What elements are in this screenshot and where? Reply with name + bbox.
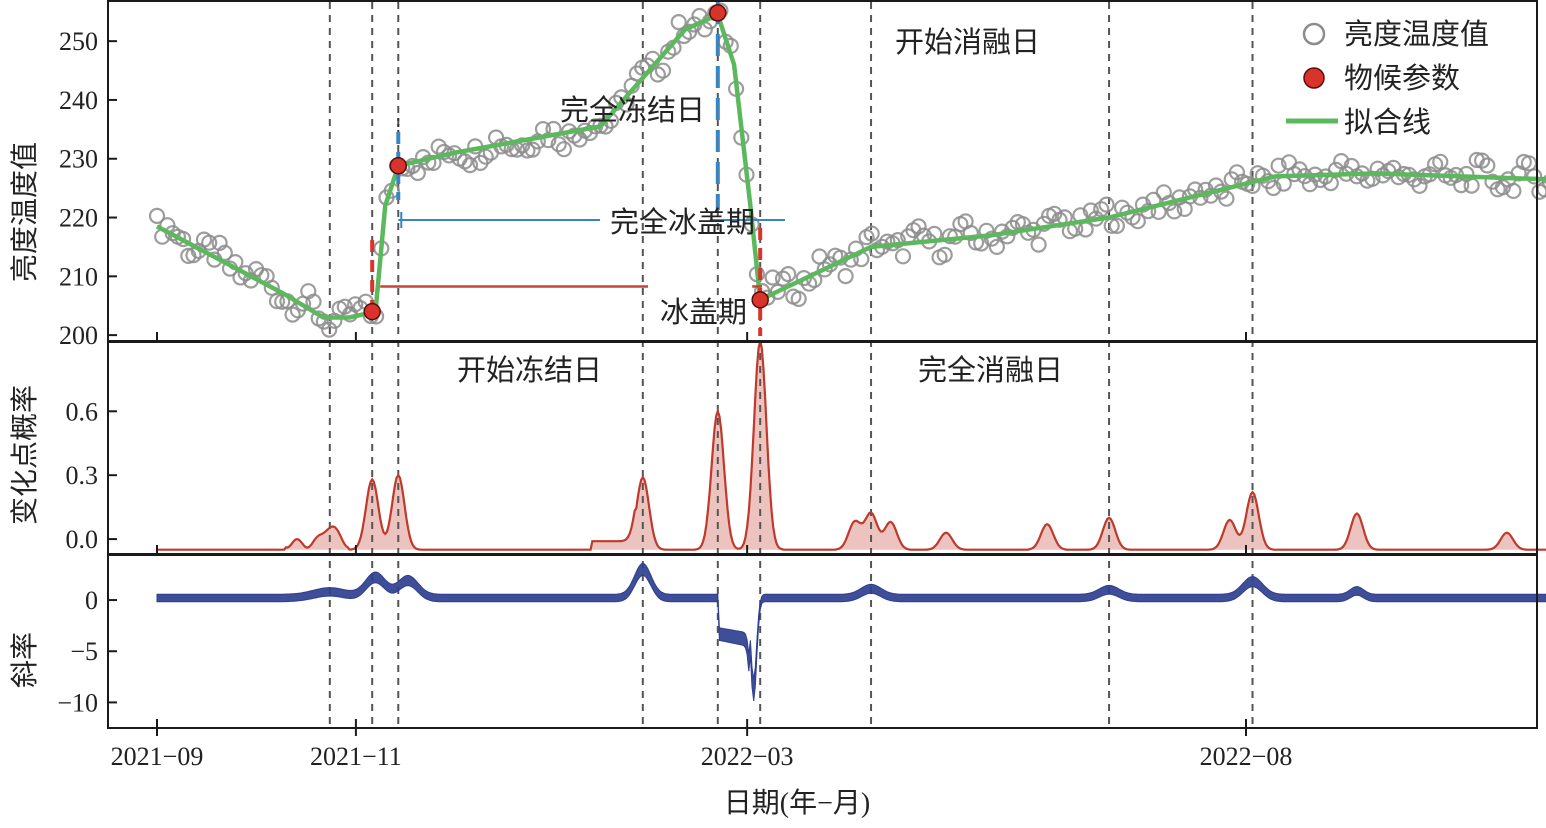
x-tick-label: 2022−03 xyxy=(701,742,794,771)
observed-point xyxy=(1432,153,1449,170)
observed-point xyxy=(764,269,781,286)
observed-point xyxy=(769,283,786,300)
panel-frame-3 xyxy=(107,554,1538,729)
panel2-ylabel: 变化点概率 xyxy=(9,385,41,525)
phenology-point-0 xyxy=(363,302,381,321)
observed-point xyxy=(774,270,792,287)
panel-frames xyxy=(107,0,1538,736)
observed-point xyxy=(1093,201,1110,218)
observed-point xyxy=(936,246,953,263)
observed-point xyxy=(1082,202,1099,219)
panel1-ytick-label: 250 xyxy=(59,27,98,56)
x-tick-label: 2022−08 xyxy=(1200,742,1293,771)
phenology-point-1 xyxy=(389,157,408,175)
panel1-ytick-label: 230 xyxy=(59,145,98,174)
observed-point xyxy=(1228,164,1246,181)
observed-point xyxy=(654,62,672,79)
annotation-full-freeze: 完全冻结日 xyxy=(560,94,705,127)
observed-point xyxy=(863,225,880,242)
observed-point xyxy=(268,293,286,310)
observed-point xyxy=(461,157,479,174)
observed-point xyxy=(816,261,833,278)
legend-phenology-label: 物候参数 xyxy=(1344,62,1460,95)
annotation-ice-period: 冰盖期 xyxy=(660,296,747,329)
observed-point xyxy=(1505,182,1522,199)
observed-point xyxy=(962,224,979,242)
observed-point xyxy=(321,321,338,338)
observed-point xyxy=(910,218,927,235)
annotation-full-ice-period: 完全冰盖期 xyxy=(610,206,755,239)
observed-point xyxy=(1166,203,1183,220)
observed-point xyxy=(1463,177,1480,194)
slope-band xyxy=(156,562,1546,701)
observed-point xyxy=(790,290,807,307)
observed-point xyxy=(201,234,218,251)
observed-point xyxy=(1098,196,1115,213)
panel1-ytick-label: 200 xyxy=(59,321,98,350)
observed-point xyxy=(1108,217,1126,234)
observed-point xyxy=(524,141,541,158)
observed-point xyxy=(837,268,854,285)
panel1-ytick-label: 220 xyxy=(59,204,98,233)
observed-point xyxy=(1541,174,1546,189)
annotation-start-freeze: 开始冻结日 xyxy=(457,354,602,387)
panel2-ytick-label: 0.3 xyxy=(66,461,99,490)
observed-point xyxy=(305,293,322,310)
observed-point xyxy=(409,164,426,182)
observed-point xyxy=(1077,221,1094,238)
legend-fit-label: 拟合线 xyxy=(1344,106,1431,139)
observed-point xyxy=(988,238,1006,255)
observed-point xyxy=(1473,152,1491,169)
observed-point xyxy=(1129,213,1146,230)
observed-point xyxy=(550,136,567,153)
observed-point xyxy=(999,228,1016,245)
observed-point xyxy=(430,138,447,155)
panel1-ylabel: 亮度温度值 xyxy=(9,142,41,282)
observed-point xyxy=(315,313,332,330)
observed-point xyxy=(889,232,906,249)
observed-point xyxy=(263,279,280,296)
panel2-ytick-label: 0.6 xyxy=(66,397,99,426)
observed-point xyxy=(1494,179,1512,196)
observed-point xyxy=(1030,236,1047,253)
observed-point xyxy=(894,248,912,265)
observed-point xyxy=(1411,177,1428,194)
observed-point xyxy=(555,141,573,158)
panel2-ytick-label: 0.0 xyxy=(66,525,99,554)
panel3-ytick-label: −5 xyxy=(70,637,98,666)
phenology-point-3 xyxy=(751,291,769,309)
x-axis-label: 日期(年−月) xyxy=(724,787,870,819)
observed-point xyxy=(1327,161,1345,178)
phenology-point-2 xyxy=(709,4,727,22)
observed-point xyxy=(1479,157,1496,174)
panel1-ytick-label: 210 xyxy=(59,262,98,291)
panel-frame-2 xyxy=(107,341,1538,555)
observed-point xyxy=(670,14,687,31)
panel3-ylabel: 斜率 xyxy=(9,632,41,688)
panel3-ytick-label: 0 xyxy=(85,586,98,615)
label-layer: 亮度温度值 物候参数 拟合线 开始冻结日 完全冻结日 开始消融日 完全消融日 完… xyxy=(9,18,1489,819)
observed-point xyxy=(941,228,959,245)
panel1-ytick-label: 240 xyxy=(59,86,98,115)
x-tick-label: 2021−11 xyxy=(310,742,402,771)
x-tick-label: 2021−09 xyxy=(111,742,204,771)
legend-observed-swatch xyxy=(1302,22,1326,46)
fit-line xyxy=(155,12,1546,320)
annotation-start-melt: 开始消融日 xyxy=(895,26,1040,59)
observed-point xyxy=(1035,215,1053,232)
observed-point xyxy=(148,207,166,224)
observed-point xyxy=(795,270,813,287)
legend-observed-label: 亮度温度值 xyxy=(1344,18,1489,51)
mark-layer xyxy=(148,2,1546,701)
observed-point xyxy=(1265,179,1282,197)
observed-point xyxy=(1218,190,1235,207)
observed-point xyxy=(1270,157,1287,174)
probability-line xyxy=(157,340,1546,551)
panel3-ytick-label: −10 xyxy=(57,688,98,717)
legend-phenology-swatch xyxy=(1303,67,1325,89)
annotation-full-melt: 完全消融日 xyxy=(918,354,1063,387)
observed-point xyxy=(780,266,797,283)
